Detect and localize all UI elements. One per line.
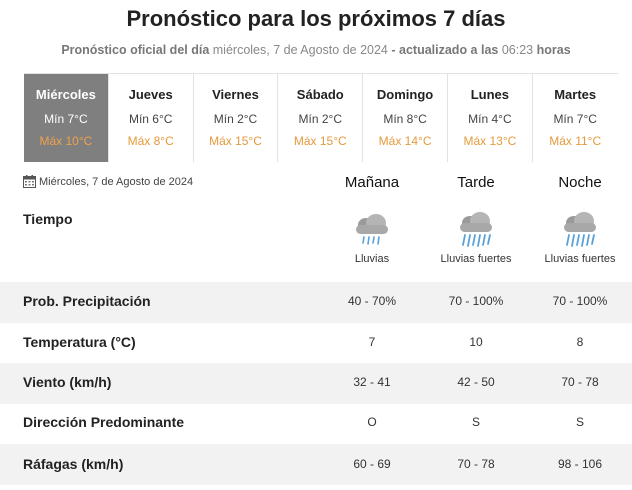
- day-tab-lunes[interactable]: Lunes Mín 4°C Máx 13°C: [447, 74, 533, 162]
- day-max: Máx 8°C: [127, 134, 174, 148]
- row-label-tiempo: Tiempo: [23, 211, 73, 227]
- day-tab-jueves[interactable]: Jueves Mín 6°C Máx 8°C: [108, 74, 194, 162]
- table-cell: 70 - 100%: [552, 294, 608, 308]
- row-band: [0, 444, 632, 485]
- day-max: Máx 13°C: [463, 134, 517, 148]
- period-header-manana: Mañana: [344, 174, 400, 191]
- day-tab-miercoles[interactable]: Miércoles Mín 7°C Máx 10°C: [24, 74, 109, 162]
- subtitle-updated: - actualizado a las: [391, 43, 499, 57]
- day-name: Sábado: [296, 87, 344, 102]
- day-name: Domingo: [376, 87, 434, 102]
- day-min: Mín 7°C: [553, 112, 597, 126]
- day-name: Viernes: [212, 87, 259, 102]
- table-cell: 70 - 100%: [448, 294, 504, 308]
- day-min: Mín 6°C: [128, 112, 173, 126]
- row-label-temperatura: Temperatura (°C): [23, 334, 136, 350]
- day-min: Mín 7°C: [44, 112, 88, 126]
- row-band: [0, 363, 632, 404]
- table-cell: 42 - 50: [457, 375, 495, 389]
- weather-label-tarde: Lluvias fuertes: [440, 253, 512, 265]
- row-label-viento: Viento (km/h): [23, 374, 112, 390]
- day-min: Mín 4°C: [468, 112, 512, 126]
- weather-label-manana: Lluvias: [354, 253, 390, 265]
- day-name: Jueves: [128, 87, 173, 102]
- day-tab-sabado[interactable]: Sábado Mín 2°C Máx 15°C: [278, 74, 364, 162]
- table-cell: 70 - 78: [457, 457, 495, 471]
- day-tab-martes[interactable]: Martes Mín 7°C Máx 11°C: [532, 74, 618, 162]
- row-label-rafagas: Ráfagas (km/h): [23, 456, 124, 472]
- table-cell: 40 - 70%: [347, 294, 397, 308]
- table-cell: 60 - 69: [353, 457, 391, 471]
- table-cell: 10: [469, 335, 483, 349]
- day-min: Mín 2°C: [298, 112, 343, 126]
- day-name: Lunes: [470, 87, 510, 102]
- day-max: Máx 11°C: [549, 134, 602, 148]
- subtitle-time: 06:23: [501, 43, 534, 57]
- weather-label-noche: Lluvias fuertes: [544, 253, 616, 265]
- day-max: Máx 15°C: [293, 134, 347, 148]
- page-subtitle: Pronóstico oficial del día miércoles, 7 …: [0, 43, 632, 57]
- cloud-rain-icon: [356, 214, 388, 245]
- day-max: Máx 14°C: [378, 134, 432, 148]
- row-band: [0, 282, 632, 323]
- day-tabs: Miércoles Mín 7°C Máx 10°C Jueves Mín 6°…: [24, 73, 618, 162]
- day-name: Martes: [554, 87, 597, 102]
- row-label-precipitacion: Prob. Precipitación: [23, 293, 151, 309]
- row-label-direccion: Dirección Predominante: [23, 414, 185, 430]
- detail-date-text: Miércoles, 7 de Agosto de 2024: [39, 175, 194, 188]
- table-cell: S: [471, 415, 480, 429]
- table-cell: 8: [576, 335, 584, 349]
- day-name: Miércoles: [35, 87, 96, 102]
- day-tab-domingo[interactable]: Domingo Mín 8°C Máx 14°C: [363, 74, 448, 162]
- calendar-icon: [23, 175, 36, 188]
- period-header-noche: Noche: [558, 174, 602, 191]
- day-min: Mín 8°C: [383, 112, 427, 126]
- table-cell: 32 - 41: [353, 375, 391, 389]
- subtitle-suffix: horas: [536, 43, 571, 57]
- cloud-heavy-rain-icon: [460, 212, 492, 247]
- day-max: Máx 15°C: [209, 134, 262, 148]
- day-tab-viernes[interactable]: Viernes Mín 2°C Máx 15°C: [193, 74, 279, 162]
- subtitle-prefix: Pronóstico oficial del día: [61, 43, 210, 57]
- page-title: Pronóstico para los próximos 7 días: [126, 6, 506, 31]
- subtitle-date: miércoles, 7 de Agosto de 2024: [212, 43, 388, 57]
- cloud-heavy-rain-icon: [564, 212, 596, 247]
- table-cell: 7: [368, 335, 376, 349]
- period-header-tarde: Tarde: [457, 174, 495, 191]
- day-max: Máx 10°C: [39, 134, 93, 148]
- table-cell: 70 - 78: [561, 375, 599, 389]
- detail-date: Miércoles, 7 de Agosto de 2024: [23, 175, 193, 188]
- day-min: Mín 2°C: [213, 112, 258, 126]
- table-cell: S: [575, 415, 584, 429]
- table-cell: 98 - 106: [557, 457, 603, 471]
- table-cell: O: [367, 415, 377, 429]
